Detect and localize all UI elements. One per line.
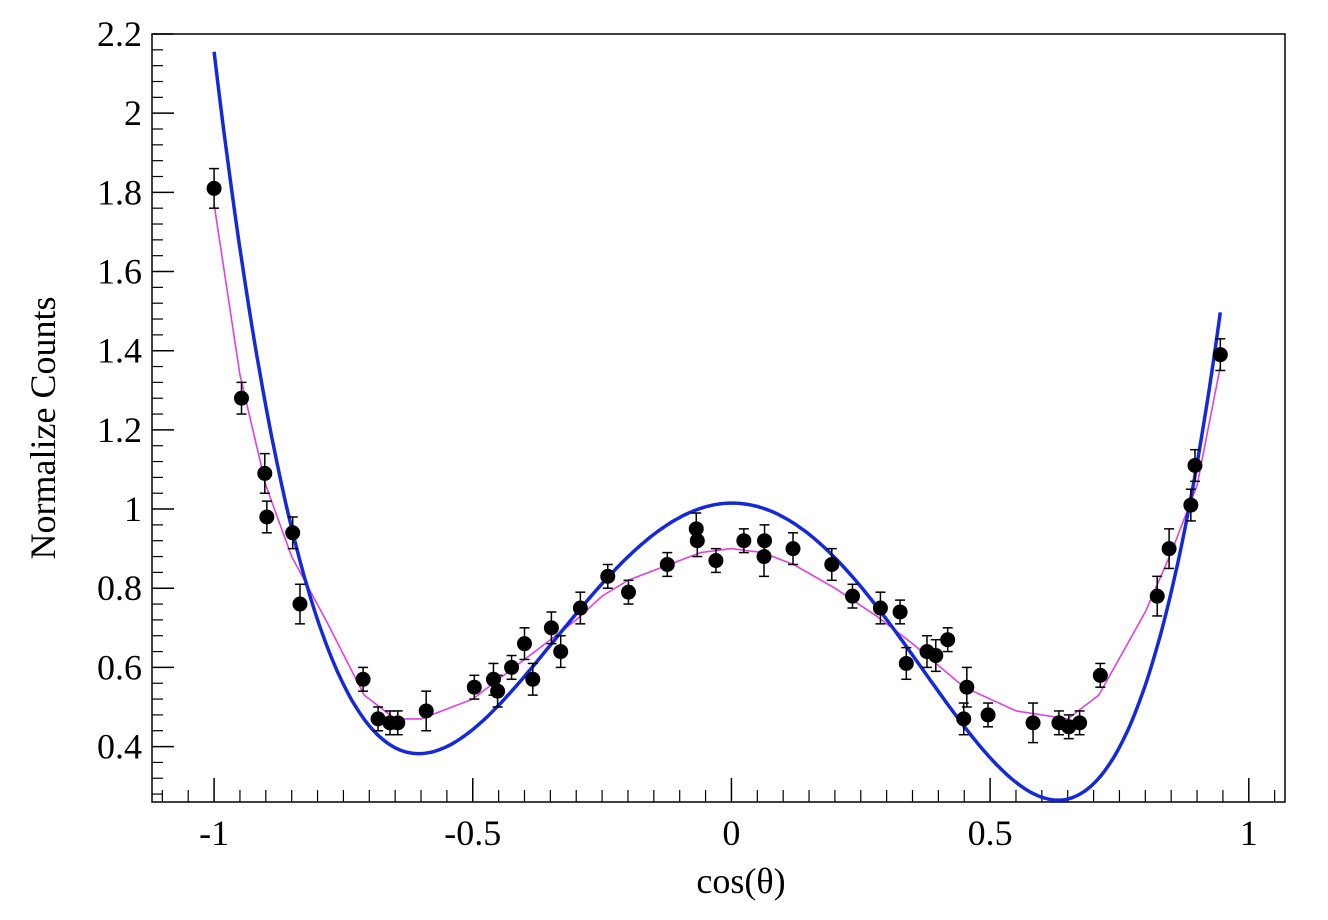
data-point — [1183, 497, 1199, 513]
data-point — [659, 556, 675, 572]
data-point — [292, 596, 308, 612]
data-point — [466, 679, 482, 695]
x-tick-label: 1 — [1240, 813, 1258, 853]
x-tick-label: -0.5 — [444, 813, 501, 853]
y-tick-label: 0.6 — [97, 647, 142, 687]
data-point — [1092, 667, 1108, 683]
data-point — [736, 533, 752, 549]
data-point — [892, 604, 908, 620]
data-point — [844, 588, 860, 604]
data-point — [1025, 715, 1041, 731]
data-point — [898, 655, 914, 671]
data-point — [206, 180, 222, 196]
data-point — [757, 533, 773, 549]
y-tick-label: 2.2 — [97, 14, 142, 54]
data-point — [525, 671, 541, 687]
data-point — [956, 711, 972, 727]
fit-curve — [212, 51, 1223, 802]
y-tick-label: 0.4 — [97, 727, 142, 767]
data-point — [1212, 347, 1228, 363]
data-point — [959, 679, 975, 695]
data-point — [504, 659, 520, 675]
y-tick-label: 1.6 — [97, 252, 142, 292]
data-point — [572, 600, 588, 616]
data-point — [234, 390, 250, 406]
y-tick-label: 1 — [124, 489, 142, 529]
plot-frame — [151, 33, 1286, 803]
data-point — [257, 465, 273, 481]
data-point — [490, 683, 506, 699]
x-tick-label: 0.5 — [968, 813, 1013, 853]
y-tick-label: 1.2 — [97, 410, 142, 450]
y-tick-label: 2 — [124, 93, 142, 133]
data-point — [418, 703, 434, 719]
data-point — [553, 644, 569, 660]
data-point — [785, 541, 801, 557]
data-point — [285, 525, 301, 541]
y-tick-label: 1.8 — [97, 172, 142, 212]
data-point — [872, 600, 888, 616]
y-tick-label: 1.4 — [97, 331, 142, 371]
data-point — [980, 707, 996, 723]
data-point — [390, 715, 406, 731]
data-point — [1149, 588, 1165, 604]
x-axis-title: cos(θ) — [696, 861, 785, 901]
y-tick-label: 0.8 — [97, 568, 142, 608]
x-tick-label: 0 — [722, 813, 740, 853]
data-point — [259, 509, 275, 525]
data-point — [355, 671, 371, 687]
data-point — [543, 620, 559, 636]
y-axis-title: Normalize Counts — [23, 297, 63, 560]
data-point — [689, 533, 705, 549]
x-tick-label: -1 — [199, 813, 229, 853]
data-point — [1161, 541, 1177, 557]
data-point — [824, 556, 840, 572]
data-point — [600, 568, 616, 584]
data-point — [928, 648, 944, 664]
data-point — [370, 711, 386, 727]
data-point — [1072, 715, 1088, 731]
data-point — [620, 584, 636, 600]
data-point — [1187, 458, 1203, 474]
data-point — [516, 636, 532, 652]
data-point — [708, 553, 724, 569]
data-point — [940, 632, 956, 648]
